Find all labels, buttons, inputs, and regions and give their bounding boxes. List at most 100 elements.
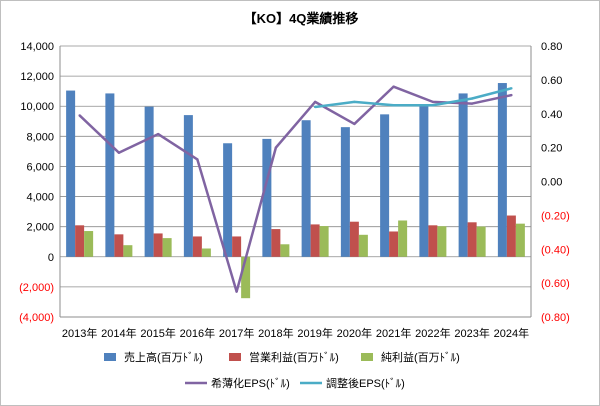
bar <box>75 225 85 257</box>
bar <box>458 93 468 257</box>
bar <box>105 93 115 257</box>
bar-series-group <box>66 83 525 299</box>
bar <box>66 90 76 257</box>
x-tick-label: 2014年 <box>101 326 136 340</box>
bar <box>144 106 154 257</box>
bar <box>380 114 390 257</box>
line-point <box>431 104 435 107</box>
bar <box>398 220 408 257</box>
line-point <box>510 87 513 90</box>
line-point <box>510 93 513 97</box>
bar <box>162 238 172 257</box>
x-tick-label: 2017年 <box>219 326 254 340</box>
line-point <box>78 114 81 117</box>
bar <box>506 215 516 257</box>
x-tick-label: 2023年 <box>454 326 489 340</box>
x-tick-label: 2013年 <box>62 326 97 340</box>
bar <box>192 236 202 257</box>
right-tick-label: 0.60 <box>541 75 562 87</box>
bar <box>340 127 350 257</box>
bar <box>310 224 320 257</box>
bar <box>515 223 525 257</box>
left-tick-label: 4,000 <box>26 192 54 204</box>
bar <box>476 226 486 257</box>
left-tick-label: 12,000 <box>20 71 54 83</box>
right-tick-label: (0.60) <box>541 278 570 290</box>
legend-label: 調整後EPS(ﾄﾞﾙ) <box>326 376 405 390</box>
left-tick-label: 10,000 <box>20 101 54 113</box>
left-tick-label: 2,000 <box>26 222 54 234</box>
x-tick-label: 2022年 <box>415 326 450 340</box>
bar <box>358 234 368 257</box>
right-tick-label: 0.40 <box>541 109 562 121</box>
legend-swatch <box>229 353 241 361</box>
bar <box>389 231 399 257</box>
line-point <box>235 290 238 293</box>
line-point <box>431 100 435 104</box>
legend-swatch <box>361 353 373 361</box>
bar <box>183 115 193 257</box>
bar <box>271 229 281 257</box>
left-tick-label: (4,000) <box>19 312 54 324</box>
bar <box>201 248 211 257</box>
bar <box>84 231 94 257</box>
line-point <box>353 100 356 104</box>
x-tick-label: 2024年 <box>494 326 529 340</box>
bar <box>223 143 233 257</box>
gridlines <box>60 45 531 318</box>
x-tick-label: 2019年 <box>297 326 332 340</box>
line-point <box>313 105 317 109</box>
line-point <box>156 132 160 136</box>
legend-label: 純利益(百万ﾄﾞﾙ) <box>381 350 460 364</box>
legend-swatch <box>104 353 116 361</box>
legend-label: 売上高(百万ﾄﾞﾙ) <box>124 350 203 364</box>
left-tick-label: 0 <box>48 252 54 264</box>
line-point <box>117 151 121 154</box>
bar <box>114 234 124 257</box>
bar <box>319 226 329 257</box>
bar <box>262 138 272 257</box>
line-point <box>470 97 474 100</box>
line-point <box>392 85 395 88</box>
bar <box>232 236 242 257</box>
legend-label: 希薄化EPS(ﾄﾞﾙ) <box>211 376 290 390</box>
line-series-group <box>78 85 513 293</box>
line-point <box>196 158 199 161</box>
right-tick-label: (0.20) <box>541 210 570 222</box>
series-line <box>314 87 512 109</box>
bar <box>153 233 163 257</box>
series-line <box>78 85 512 293</box>
bar <box>467 222 477 257</box>
bar <box>497 83 507 257</box>
line-point <box>353 122 356 126</box>
bar <box>241 256 251 299</box>
x-tick-label: 2018年 <box>258 326 293 340</box>
legend: 売上高(百万ﾄﾞﾙ) 営業利益(百万ﾄﾞﾙ) 純利益(百万ﾄﾞﾙ) 希薄化EPS(ﾄﾞ… <box>104 350 460 390</box>
x-tick-label: 2021年 <box>376 326 411 340</box>
left-tick-label: (2,000) <box>19 282 54 294</box>
x-tick-label: 2020年 <box>337 326 372 340</box>
bar <box>349 221 359 257</box>
line-point <box>274 146 278 149</box>
right-tick-label: (0.80) <box>541 312 570 324</box>
line-point <box>313 100 317 104</box>
right-tick-label: 0.80 <box>541 41 562 53</box>
bar <box>419 104 429 257</box>
x-tick-label: 2016年 <box>180 326 215 340</box>
bar <box>280 244 290 257</box>
right-tick-label: 0.00 <box>541 177 562 189</box>
x-tick-label: 2015年 <box>140 326 175 340</box>
chart-title: 【KO】4Q業績推移 <box>244 11 359 26</box>
bar <box>428 225 438 257</box>
line-point <box>392 104 395 107</box>
bar <box>123 245 133 257</box>
left-tick-label: 6,000 <box>26 161 54 173</box>
line-point <box>470 102 474 105</box>
bar <box>437 226 447 257</box>
legend-label: 営業利益(百万ﾄﾞﾙ) <box>249 350 339 364</box>
bar <box>301 120 311 257</box>
left-tick-label: 14,000 <box>20 41 54 53</box>
right-tick-label: 0.20 <box>541 143 562 155</box>
